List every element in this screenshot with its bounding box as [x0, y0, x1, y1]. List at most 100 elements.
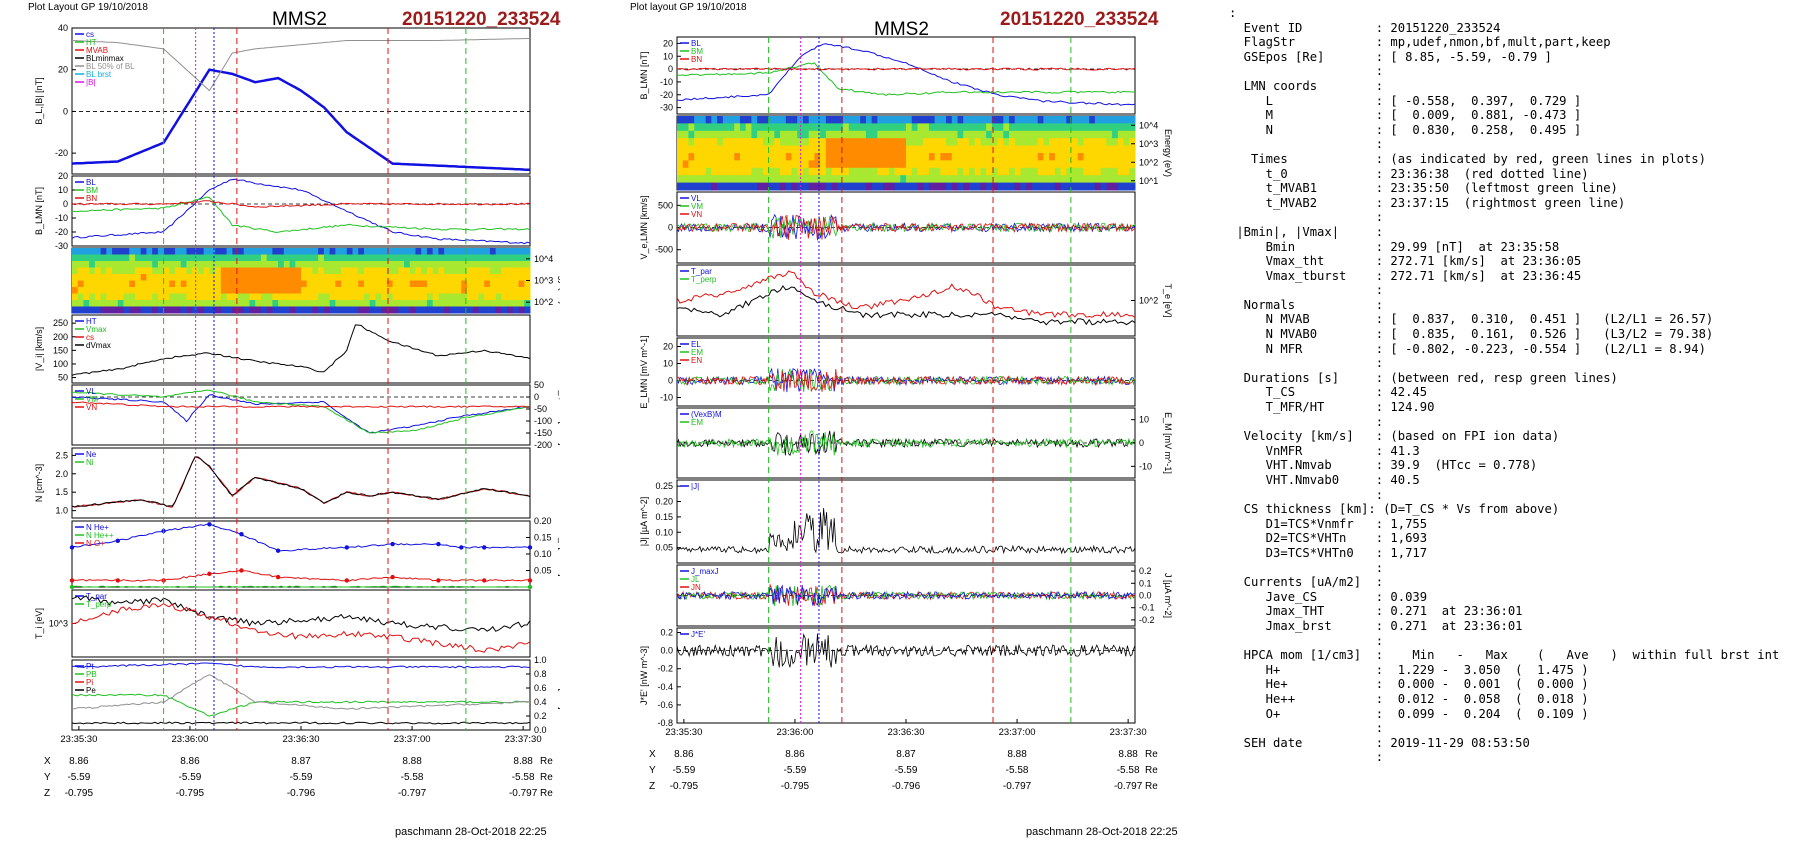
spectrogram-cell: [146, 306, 153, 314]
spectrogram-cell: [751, 116, 758, 124]
series-line: [676, 368, 1136, 393]
spectrogram-cell: [1020, 123, 1027, 132]
spectrogram-cell: [1117, 138, 1125, 147]
spectrogram-cell: [146, 300, 153, 307]
spectrogram-cell: [825, 167, 833, 176]
spectrogram-cell: [157, 254, 165, 262]
spectrogram-cell: [444, 280, 451, 288]
spectrogram-cell: [134, 254, 142, 262]
y-axis-label: B_LMN [nT]: [34, 187, 44, 235]
spectrogram-cell: [215, 274, 222, 281]
spectrogram-cell: [825, 160, 833, 169]
mid-title: MMS2: [874, 19, 929, 40]
spectrogram-cell: [140, 254, 147, 262]
spectrogram-cell: [785, 130, 792, 139]
spectrogram-cell: [825, 116, 833, 124]
spectrogram-cell: [734, 167, 741, 176]
spectrogram-cell: [1066, 167, 1073, 176]
spectrogram-cell: [232, 261, 239, 268]
spectrogram-cell: [157, 261, 165, 268]
spectrogram-cell: [289, 274, 296, 281]
spectrogram-cell: [843, 160, 850, 169]
spectrogram-cell: [728, 123, 735, 132]
spectrogram-cell: [1054, 160, 1062, 169]
y-tick-label: 50: [534, 380, 544, 390]
y-tick-label: -10: [660, 77, 673, 87]
legend-label: Vmax: [86, 325, 106, 334]
spectrogram-cell: [739, 130, 747, 139]
spectrogram-cell: [757, 160, 764, 169]
spectrogram-cell: [1009, 167, 1016, 176]
spectrogram-cell: [974, 167, 981, 176]
spectrogram-cell: [484, 248, 491, 255]
legend-label: Pe: [86, 686, 96, 695]
spectrogram-cell: [363, 261, 371, 268]
spectrogram-cell: [123, 300, 130, 307]
spectrogram-cell: [83, 254, 90, 262]
spectrogram-cell: [272, 254, 279, 262]
spectrogram-cell: [484, 293, 491, 301]
spectrogram-cell: [323, 267, 331, 275]
spectrogram-cell: [894, 116, 901, 124]
spectrogram-cell: [272, 300, 279, 307]
spectrogram-cell: [699, 138, 707, 147]
series-line: [676, 508, 1136, 555]
spectrogram-cell: [986, 175, 993, 184]
spectrogram-cell: [1083, 138, 1090, 147]
spectrogram-cell: [438, 267, 445, 275]
spectrogram-cell: [106, 254, 113, 262]
info-line: VnMFR : 41.3: [1229, 443, 1420, 458]
spectrogram-cell: [1106, 167, 1113, 176]
spectrogram-cell: [888, 160, 896, 169]
spectrogram-cell: [335, 300, 342, 307]
spectrogram-cell: [974, 138, 981, 147]
spectrogram-cell: [699, 116, 707, 124]
spectrogram-cell: [734, 145, 741, 154]
spectrogram-cell: [1083, 123, 1090, 132]
position-value: -0.796: [287, 788, 316, 799]
spectrogram-cell: [352, 274, 359, 281]
spectrogram-cell: [100, 306, 107, 314]
spectrogram-cell: [791, 130, 798, 139]
panel-frame: [71, 27, 531, 175]
spectrogram-cell: [940, 175, 947, 184]
spectrogram-cell: [980, 160, 987, 169]
spectrogram-cell: [283, 287, 291, 294]
spectrogram-cell: [329, 293, 336, 301]
spectrogram-cell: [163, 287, 170, 294]
spectrogram-cell: [346, 300, 354, 307]
spectrogram-cell: [843, 153, 850, 161]
spectrogram-cell: [1123, 175, 1130, 184]
spectrogram-cell: [980, 123, 987, 132]
spectrogram-cell: [301, 248, 308, 255]
spectrogram-cell: [802, 175, 810, 184]
spectrogram-cell: [306, 293, 313, 301]
spectrogram-cell: [341, 267, 348, 275]
spectrogram-cell: [963, 116, 970, 124]
spectrogram-cell: [409, 287, 416, 294]
spectrogram-cell: [768, 123, 775, 132]
spectrogram-cell: [906, 138, 913, 147]
spectrogram-cell: [1054, 138, 1062, 147]
spectrogram-cell: [923, 160, 930, 169]
spectrogram-cell: [1117, 116, 1125, 124]
y-axis-label: T_i [eV]: [34, 608, 44, 639]
spectrogram-cell: [94, 248, 102, 255]
spectrogram-cell: [455, 248, 462, 255]
spectrogram-cell: [83, 280, 90, 288]
legend-label: BL brst: [86, 70, 112, 79]
spectrogram-cell: [906, 130, 913, 139]
spectrogram-cell: [1054, 175, 1062, 184]
spectrogram-cell: [209, 280, 216, 288]
spectrogram-cell: [238, 274, 245, 281]
legend-label: EM: [691, 348, 703, 357]
info-line: L : [ -0.558, 0.397, 0.729 ]: [1229, 93, 1582, 108]
spectrogram-cell: [226, 287, 233, 294]
spectrogram-cell: [232, 274, 239, 281]
position-label: Z: [44, 788, 50, 799]
spectrogram-cell: [1094, 153, 1102, 161]
spectrogram-cell: [295, 274, 302, 281]
spectrogram-cell: [226, 248, 233, 255]
spectrogram-cell: [940, 138, 947, 147]
spectrogram-cell: [180, 254, 187, 262]
